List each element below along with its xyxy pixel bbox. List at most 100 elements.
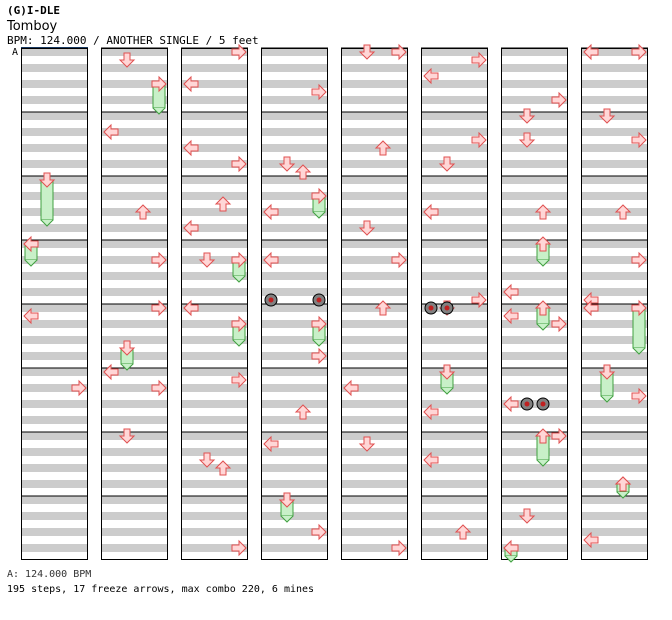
measure-stripe bbox=[341, 432, 408, 440]
column-frame bbox=[261, 48, 328, 560]
measure-stripe bbox=[261, 224, 328, 232]
measure-stripe bbox=[101, 80, 168, 88]
measure-stripe bbox=[581, 432, 648, 440]
measure-stripe bbox=[341, 368, 408, 376]
measure-stripe bbox=[101, 368, 168, 376]
tap-arrow bbox=[471, 131, 487, 149]
measure-stripe bbox=[261, 432, 328, 440]
tap-arrow bbox=[391, 539, 407, 557]
tap-arrow bbox=[614, 204, 632, 220]
measure-stripe bbox=[101, 160, 168, 168]
mine-core bbox=[524, 401, 530, 407]
measure-stripe bbox=[181, 224, 248, 232]
tap-arrow bbox=[311, 523, 327, 541]
freeze-tail bbox=[536, 259, 550, 267]
measure-stripe bbox=[341, 464, 408, 472]
measure-stripe bbox=[341, 544, 408, 552]
tap-arrow bbox=[518, 132, 536, 148]
measure-stripe bbox=[261, 512, 328, 520]
tap-arrow bbox=[551, 91, 567, 109]
measure-stripe bbox=[341, 64, 408, 72]
tap-arrow bbox=[583, 531, 599, 549]
tap-arrow bbox=[214, 460, 232, 476]
measure-stripe bbox=[581, 416, 648, 424]
measure-stripe bbox=[181, 528, 248, 536]
measure-stripe bbox=[421, 112, 488, 120]
tap-arrow bbox=[551, 427, 567, 445]
measure-stripe bbox=[101, 208, 168, 216]
measure-stripe bbox=[501, 496, 568, 504]
measure-stripe bbox=[421, 208, 488, 216]
freeze-tail bbox=[280, 515, 294, 523]
tap-arrow bbox=[631, 131, 647, 149]
measure-stripe bbox=[421, 336, 488, 344]
measure-stripe bbox=[21, 512, 88, 520]
measure-stripe bbox=[181, 320, 248, 328]
freeze-head-arrow bbox=[438, 364, 456, 380]
measure-stripe bbox=[101, 480, 168, 488]
tap-arrow bbox=[518, 508, 536, 524]
measure-stripe bbox=[101, 224, 168, 232]
measure-stripe bbox=[261, 96, 328, 104]
tap-arrow bbox=[311, 347, 327, 365]
measure-stripe bbox=[181, 384, 248, 392]
bpm-summary: A: 124.000 BPM bbox=[7, 569, 92, 580]
tap-arrow bbox=[151, 299, 167, 317]
measure-stripe bbox=[21, 368, 88, 376]
measure-stripe bbox=[181, 208, 248, 216]
measure-stripe bbox=[581, 160, 648, 168]
measure-stripe bbox=[261, 480, 328, 488]
freeze-tail bbox=[504, 555, 518, 563]
measure-stripe bbox=[421, 224, 488, 232]
measure-stripe bbox=[421, 432, 488, 440]
measure-stripe bbox=[581, 320, 648, 328]
tap-arrow bbox=[103, 363, 119, 381]
measure-stripe bbox=[181, 112, 248, 120]
measure-stripe bbox=[21, 432, 88, 440]
freeze-head-arrow bbox=[534, 236, 552, 252]
mine-core bbox=[540, 401, 546, 407]
tap-arrow bbox=[214, 196, 232, 212]
mine-core bbox=[316, 297, 322, 303]
measure-stripe bbox=[261, 320, 328, 328]
measure-stripe bbox=[261, 272, 328, 280]
freeze-tail bbox=[24, 259, 38, 267]
tap-arrow bbox=[263, 251, 279, 269]
tap-arrow bbox=[391, 251, 407, 269]
tap-arrow bbox=[71, 379, 87, 397]
measure-stripe bbox=[501, 240, 568, 248]
tap-arrow bbox=[423, 203, 439, 221]
measure-stripe bbox=[581, 512, 648, 520]
measure-stripe bbox=[581, 64, 648, 72]
measure-stripe bbox=[581, 256, 648, 264]
measure-stripe bbox=[181, 400, 248, 408]
tap-arrow bbox=[423, 403, 439, 421]
column-frame bbox=[21, 48, 88, 560]
measure-stripe bbox=[261, 48, 328, 56]
tap-arrow bbox=[134, 204, 152, 220]
measure-stripe bbox=[261, 208, 328, 216]
measure-stripe bbox=[101, 176, 168, 184]
measure-stripe bbox=[101, 464, 168, 472]
freeze-head-arrow bbox=[151, 75, 167, 93]
tap-arrow bbox=[534, 204, 552, 220]
measure-stripe bbox=[181, 464, 248, 472]
measure-stripe bbox=[21, 544, 88, 552]
measure-stripe bbox=[21, 448, 88, 456]
measure-stripe bbox=[21, 352, 88, 360]
measure-stripe bbox=[341, 384, 408, 392]
measure-stripe bbox=[21, 144, 88, 152]
measure-stripe bbox=[261, 384, 328, 392]
measure-stripe bbox=[101, 496, 168, 504]
tap-arrow bbox=[423, 67, 439, 85]
measure-stripe bbox=[181, 432, 248, 440]
measure-stripe bbox=[21, 112, 88, 120]
tap-arrow bbox=[471, 51, 487, 69]
freeze-tail bbox=[232, 339, 246, 347]
measure-stripe bbox=[261, 64, 328, 72]
tap-arrow bbox=[471, 291, 487, 309]
measure-stripe bbox=[501, 448, 568, 456]
measure-stripe bbox=[341, 448, 408, 456]
measure-stripe bbox=[581, 384, 648, 392]
